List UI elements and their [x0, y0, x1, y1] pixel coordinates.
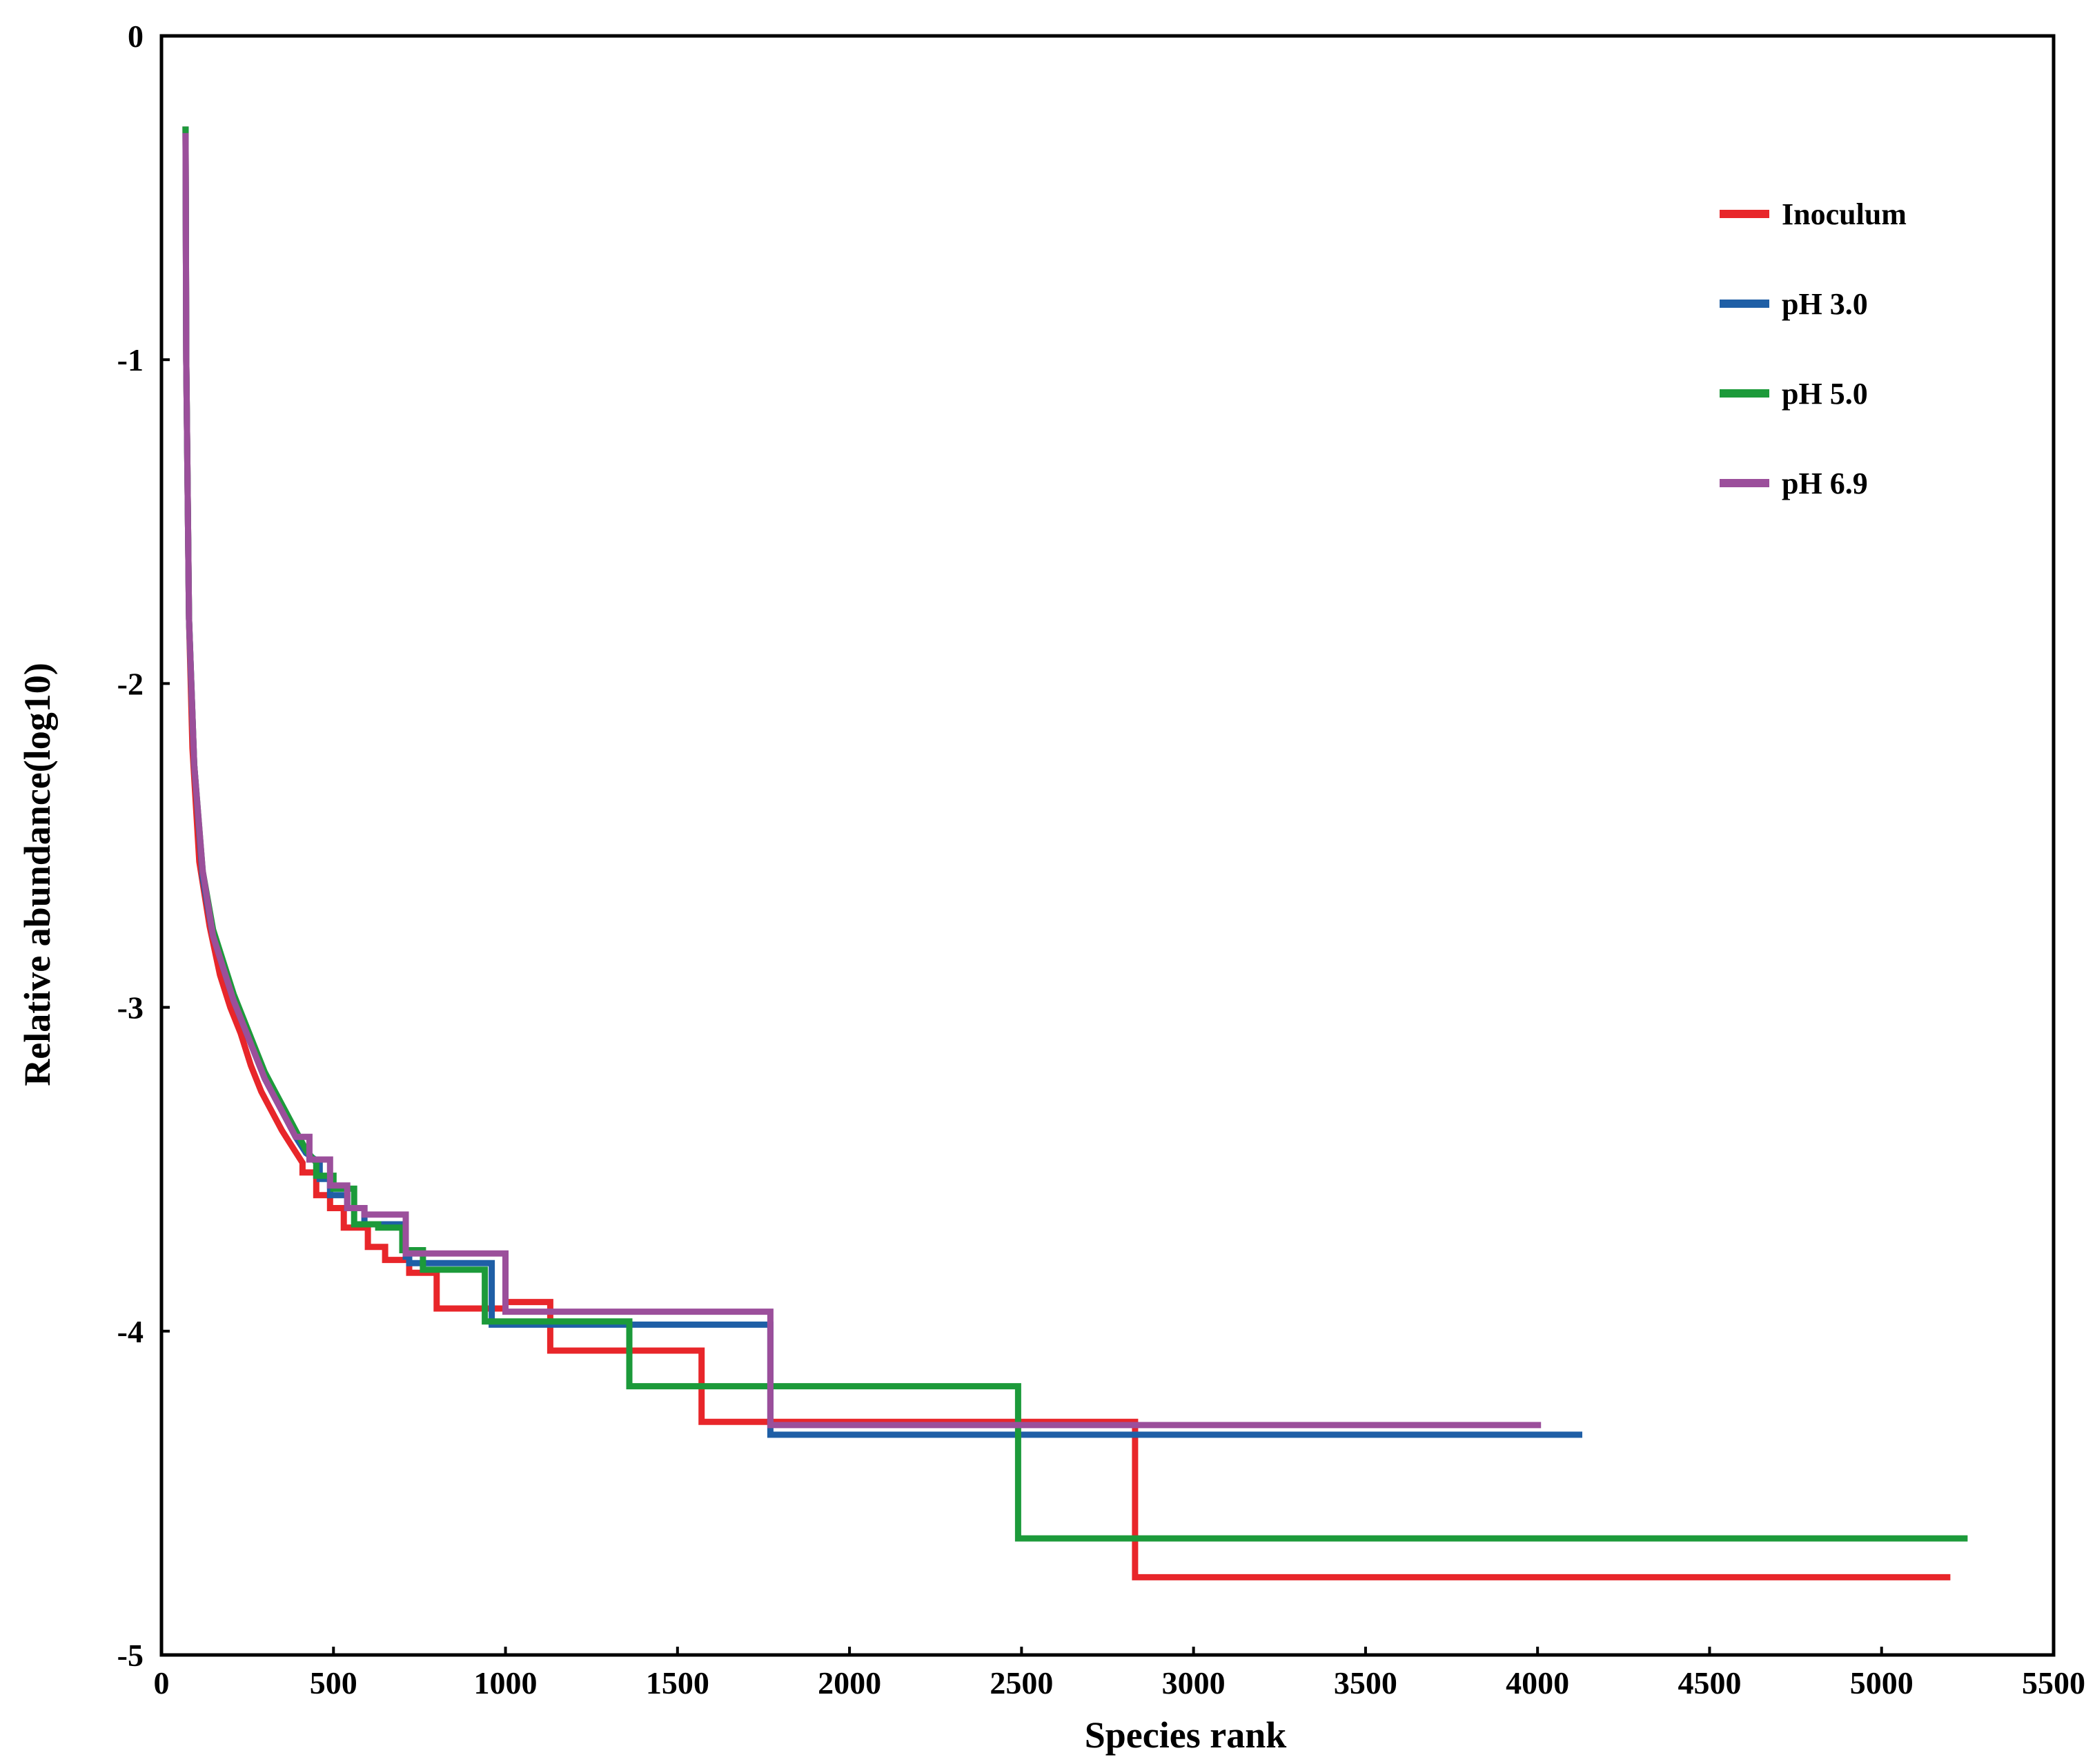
y-tick-label: -5: [117, 1638, 144, 1673]
legend-label: pH 5.0: [1782, 377, 1868, 411]
y-tick-label: -3: [117, 990, 144, 1026]
y-tick-label: -4: [117, 1314, 144, 1349]
x-tick-label: 1000: [474, 1665, 538, 1701]
legend-label: pH 3.0: [1782, 287, 1868, 321]
series-line-ph-6-9: [182, 133, 1542, 1429]
x-tick-label: 2000: [818, 1665, 881, 1701]
x-tick-label: 4500: [1678, 1665, 1741, 1701]
y-tick-label: -1: [117, 342, 144, 378]
x-axis-ticks: 0 500 1000 1500 2000 2500 3000 3500 4000 4500 5000…: [154, 1647, 2085, 1701]
series-layer: [182, 126, 1968, 1580]
legend-label: Inoculum: [1782, 197, 1907, 231]
legend-label: pH 6.9: [1782, 467, 1868, 500]
x-tick-label: 0: [154, 1665, 170, 1701]
x-tick-label: 2500: [990, 1665, 1053, 1701]
y-axis-ticks: 0 -1 -2 -3 -4 -5: [117, 19, 170, 1673]
x-tick-label: 4000: [1506, 1665, 1569, 1701]
x-axis-title: Species rank: [1085, 1714, 1287, 1756]
x-tick-label: 5000: [1850, 1665, 1914, 1701]
x-tick-label: 1500: [646, 1665, 709, 1701]
legend: Inoculum pH 3.0 pH 5.0 pH 6.9: [1720, 197, 1907, 500]
series-line-inoculum: [182, 126, 1951, 1580]
plot-frame: [159, 34, 2056, 1657]
x-tick-label: 3000: [1162, 1665, 1226, 1701]
x-tick-label: 3500: [1334, 1665, 1397, 1701]
y-axis-title: Relative abundance(log10): [17, 663, 58, 1086]
x-tick-label: 5500: [2022, 1665, 2085, 1701]
y-tick-label: 0: [128, 19, 144, 54]
x-tick-label: 500: [310, 1665, 357, 1701]
y-tick-label: -2: [117, 666, 144, 701]
